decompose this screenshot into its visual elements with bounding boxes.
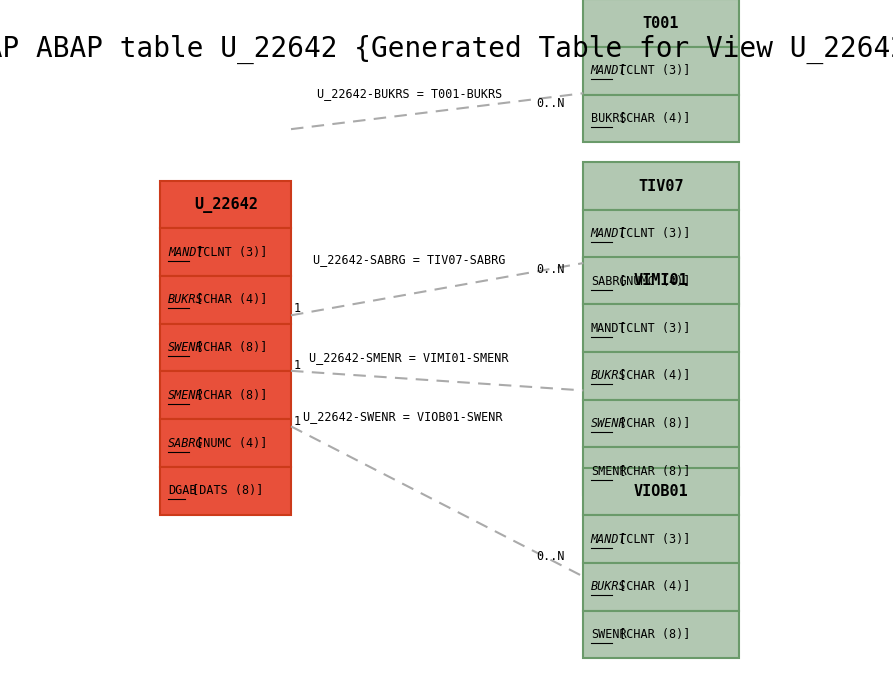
Text: SWENR: SWENR: [168, 341, 204, 354]
Text: VIOB01: VIOB01: [634, 484, 689, 499]
Text: 1: 1: [294, 415, 301, 428]
Text: MANDT: MANDT: [591, 64, 626, 77]
Text: BUKRS: BUKRS: [591, 369, 626, 382]
Text: U_22642-SABRG = TIV07-SABRG: U_22642-SABRG = TIV07-SABRG: [313, 253, 505, 266]
Text: SABRG: SABRG: [591, 275, 626, 288]
Text: [CHAR (8)]: [CHAR (8)]: [612, 628, 690, 641]
Text: MANDT: MANDT: [591, 533, 626, 546]
FancyBboxPatch shape: [161, 324, 291, 372]
Text: [CHAR (4)]: [CHAR (4)]: [612, 580, 690, 593]
Text: [CHAR (8)]: [CHAR (8)]: [612, 464, 690, 477]
Text: [DATS (8)]: [DATS (8)]: [185, 484, 263, 497]
FancyBboxPatch shape: [583, 95, 739, 143]
FancyBboxPatch shape: [583, 467, 739, 515]
Text: SMENR: SMENR: [168, 389, 204, 402]
Text: 1: 1: [294, 302, 301, 315]
Text: [CHAR (4)]: [CHAR (4)]: [189, 293, 267, 306]
Text: U_22642-SMENR = VIMI01-SMENR: U_22642-SMENR = VIMI01-SMENR: [310, 351, 509, 364]
FancyBboxPatch shape: [161, 419, 291, 467]
Text: 0..N: 0..N: [536, 550, 564, 563]
Text: [NUMC (4)]: [NUMC (4)]: [612, 275, 690, 288]
Text: VIMI01: VIMI01: [634, 273, 689, 288]
Text: MANDT: MANDT: [168, 246, 204, 258]
FancyBboxPatch shape: [583, 447, 739, 495]
FancyBboxPatch shape: [161, 372, 291, 419]
Text: SWENR: SWENR: [591, 417, 626, 430]
Text: SAP ABAP table U_22642 {Generated Table for View U_22642}: SAP ABAP table U_22642 {Generated Table …: [0, 35, 893, 63]
Text: 1: 1: [294, 359, 301, 372]
Text: MANDT: MANDT: [591, 321, 626, 335]
FancyBboxPatch shape: [583, 258, 739, 306]
FancyBboxPatch shape: [583, 162, 739, 210]
FancyBboxPatch shape: [583, 0, 739, 47]
Text: [NUMC (4)]: [NUMC (4)]: [189, 436, 267, 449]
Text: BUKRS: BUKRS: [591, 580, 626, 593]
Text: SWENR: SWENR: [591, 628, 626, 641]
FancyBboxPatch shape: [583, 610, 739, 658]
Text: MANDT: MANDT: [591, 228, 626, 241]
Text: SABRG: SABRG: [168, 436, 204, 449]
Text: U_22642: U_22642: [194, 196, 257, 213]
Text: T001: T001: [643, 16, 680, 31]
FancyBboxPatch shape: [161, 467, 291, 514]
Text: [CHAR (8)]: [CHAR (8)]: [189, 341, 267, 354]
Text: 0..N: 0..N: [536, 263, 564, 276]
FancyBboxPatch shape: [583, 256, 739, 304]
Text: U_22642-SWENR = VIOB01-SWENR: U_22642-SWENR = VIOB01-SWENR: [304, 410, 503, 423]
Text: [CHAR (8)]: [CHAR (8)]: [612, 417, 690, 430]
Text: [CLNT (3)]: [CLNT (3)]: [189, 246, 267, 258]
Text: [CHAR (4)]: [CHAR (4)]: [612, 369, 690, 382]
Text: [CLNT (3)]: [CLNT (3)]: [612, 321, 690, 335]
FancyBboxPatch shape: [583, 352, 739, 400]
FancyBboxPatch shape: [583, 563, 739, 610]
Text: BUKRS: BUKRS: [168, 293, 204, 306]
Text: BUKRS: BUKRS: [591, 112, 626, 125]
FancyBboxPatch shape: [583, 304, 739, 352]
Text: [CHAR (8)]: [CHAR (8)]: [189, 389, 267, 402]
Text: TIV07: TIV07: [638, 179, 684, 194]
FancyBboxPatch shape: [583, 400, 739, 447]
Text: 0..N: 0..N: [536, 97, 564, 110]
Text: [CHAR (4)]: [CHAR (4)]: [612, 112, 690, 125]
FancyBboxPatch shape: [161, 276, 291, 324]
FancyBboxPatch shape: [583, 210, 739, 258]
FancyBboxPatch shape: [583, 47, 739, 95]
FancyBboxPatch shape: [161, 228, 291, 276]
Text: DGAB: DGAB: [168, 484, 196, 497]
FancyBboxPatch shape: [583, 515, 739, 563]
Text: [CLNT (3)]: [CLNT (3)]: [612, 228, 690, 241]
Text: SMENR: SMENR: [591, 464, 626, 477]
Text: [CLNT (3)]: [CLNT (3)]: [612, 64, 690, 77]
FancyBboxPatch shape: [161, 181, 291, 228]
Text: [CLNT (3)]: [CLNT (3)]: [612, 533, 690, 546]
Text: U_22642-BUKRS = T001-BUKRS: U_22642-BUKRS = T001-BUKRS: [316, 87, 502, 100]
